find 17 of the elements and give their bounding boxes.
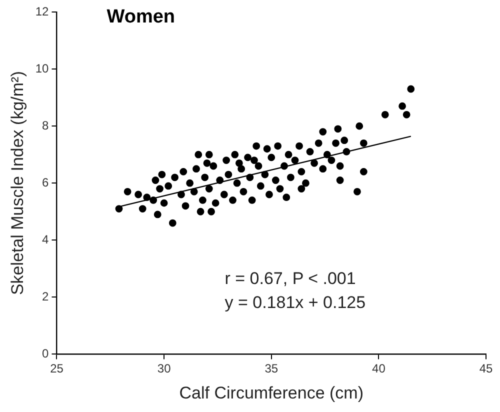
y-tick-label: 0	[42, 346, 50, 361]
y-tick-label: 12	[35, 4, 50, 18]
x-axis-title: Calf Circumference (cm)	[179, 383, 364, 402]
x-tick-label: 40	[372, 362, 386, 376]
x-tick-label: 35	[264, 362, 278, 376]
x-tick-label: 45	[479, 362, 493, 376]
y-tick-label: 4	[42, 232, 50, 246]
x-tick-label: 30	[157, 362, 172, 376]
y-tick-label: 2	[42, 289, 50, 304]
y-tick-label: 6	[42, 175, 50, 190]
annotation: y = 0.181x + 0.125	[224, 293, 366, 312]
y-axis-title: Skeletal Muscle Index (kg/m²)	[8, 71, 27, 296]
x-tick-label: 25	[50, 362, 64, 376]
y-tick-label: 10	[35, 61, 50, 76]
chart-title: Women	[106, 6, 176, 28]
annotation: r = 0.67, P < .001	[224, 269, 356, 288]
y-tick-label: 8	[42, 118, 50, 132]
